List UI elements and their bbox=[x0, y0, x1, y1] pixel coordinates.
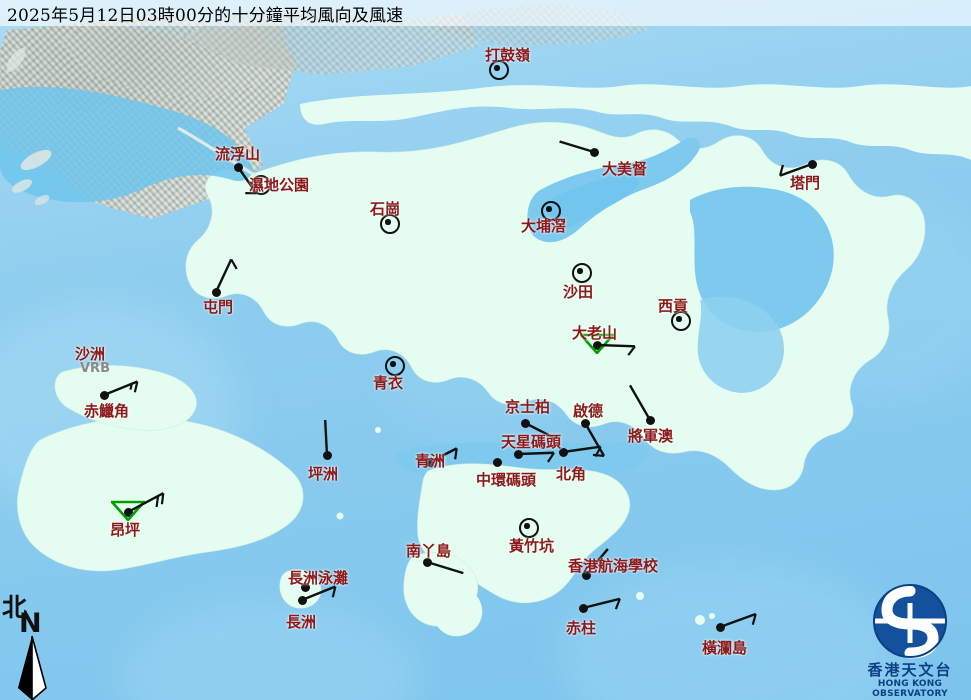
wind-barb-icon bbox=[323, 419, 329, 456]
station-label: 南丫島 bbox=[406, 542, 452, 560]
wind-barb-icon bbox=[429, 447, 458, 464]
station-label: 青衣 bbox=[373, 374, 404, 392]
station-label: 塔門 bbox=[790, 174, 821, 192]
wind-barb-icon bbox=[237, 166, 258, 195]
wind-barb-icon bbox=[596, 343, 636, 356]
compass-label-cn: 北 bbox=[2, 593, 28, 622]
station-label: 大老山 bbox=[572, 324, 618, 342]
station-label: 打鼓嶺 bbox=[485, 46, 531, 64]
wind-barb-icon bbox=[778, 162, 813, 177]
calm-circle-icon bbox=[671, 311, 691, 331]
calm-circle-icon bbox=[380, 214, 400, 234]
wind-barb-icon bbox=[524, 421, 556, 440]
wind-barb-icon bbox=[628, 384, 652, 421]
station-sublabel: VRB bbox=[80, 361, 110, 376]
page-title: 2025年5月12日03時00分的十分鐘平均風向及風速 bbox=[7, 6, 404, 26]
calm-circle-icon bbox=[385, 356, 405, 376]
compass-label-en: N bbox=[19, 608, 42, 639]
station-label: 長洲泳灘 bbox=[288, 569, 349, 587]
station-label: 沙田 bbox=[563, 283, 594, 301]
calm-circle-icon bbox=[251, 175, 271, 195]
calm-circle-icon bbox=[519, 518, 539, 538]
station-label: 屯門 bbox=[203, 298, 234, 316]
station-label: 北角 bbox=[556, 465, 587, 483]
wind-barb-icon bbox=[127, 492, 165, 514]
wind-barb-icon bbox=[301, 585, 337, 602]
station-label: 流浮山 bbox=[215, 145, 261, 163]
station-label: 昂坪 bbox=[110, 521, 141, 539]
wind-barb-icon bbox=[517, 451, 555, 463]
calm-circle-icon bbox=[489, 60, 509, 80]
station-label: 青洲 bbox=[415, 452, 446, 470]
station-label: 啟德 bbox=[573, 402, 604, 420]
station-label: 赤鱲角 bbox=[84, 402, 130, 420]
station-label: 京士柏 bbox=[505, 398, 551, 416]
wind-barb-icon bbox=[583, 422, 606, 458]
wind-barb-icon bbox=[426, 560, 464, 575]
station-label: 黃竹坑 bbox=[509, 537, 555, 555]
strong-wind-triangle-icon bbox=[580, 333, 614, 354]
station-label: 赤柱 bbox=[566, 619, 597, 637]
wind-barb-icon bbox=[562, 445, 602, 458]
wind-barb-icon bbox=[719, 612, 757, 629]
compass-rose: 北 N bbox=[2, 588, 72, 700]
station-dot-icon bbox=[492, 457, 502, 467]
station-label: 將軍澳 bbox=[628, 427, 674, 445]
station-label: 香港航海學校 bbox=[568, 557, 659, 575]
station-label: 沙洲 bbox=[75, 345, 106, 363]
title-bar: 2025年5月12日03時00分的十分鐘平均風向及風速 bbox=[0, 0, 971, 26]
wind-barb-icon bbox=[585, 548, 609, 576]
hko-name-en: HONG KONG OBSERVATORY bbox=[872, 679, 948, 699]
wind-barb-icon bbox=[214, 258, 238, 293]
station-label: 西貢 bbox=[658, 297, 689, 315]
station-label: 大美督 bbox=[602, 160, 648, 178]
wind-barb-icon bbox=[103, 380, 139, 397]
station-label: 大埔滘 bbox=[521, 217, 567, 235]
station-label: 橫瀾島 bbox=[702, 639, 748, 657]
calm-circle-icon bbox=[572, 263, 592, 283]
station-label: 石崗 bbox=[370, 200, 401, 218]
hko-name-cn: 香港天文台 bbox=[867, 661, 953, 679]
north-arrow-icon bbox=[18, 635, 47, 700]
station-label: 坪洲 bbox=[308, 465, 339, 483]
station-label: 濕地公園 bbox=[249, 176, 310, 194]
calm-circle-icon bbox=[541, 201, 561, 221]
station-label: 中環碼頭 bbox=[476, 471, 537, 489]
strong-wind-triangle-icon bbox=[111, 500, 145, 521]
station-label: 天星碼頭 bbox=[501, 433, 562, 451]
station-label: 長洲 bbox=[286, 613, 317, 631]
wind-barb-icon bbox=[559, 140, 595, 154]
hko-swirl-icon bbox=[873, 584, 947, 659]
station-dot-icon bbox=[300, 582, 310, 592]
wind-barb-icon bbox=[582, 597, 621, 610]
hko-logo: 香港天文台 HONG KONG OBSERVATORY bbox=[851, 583, 969, 699]
